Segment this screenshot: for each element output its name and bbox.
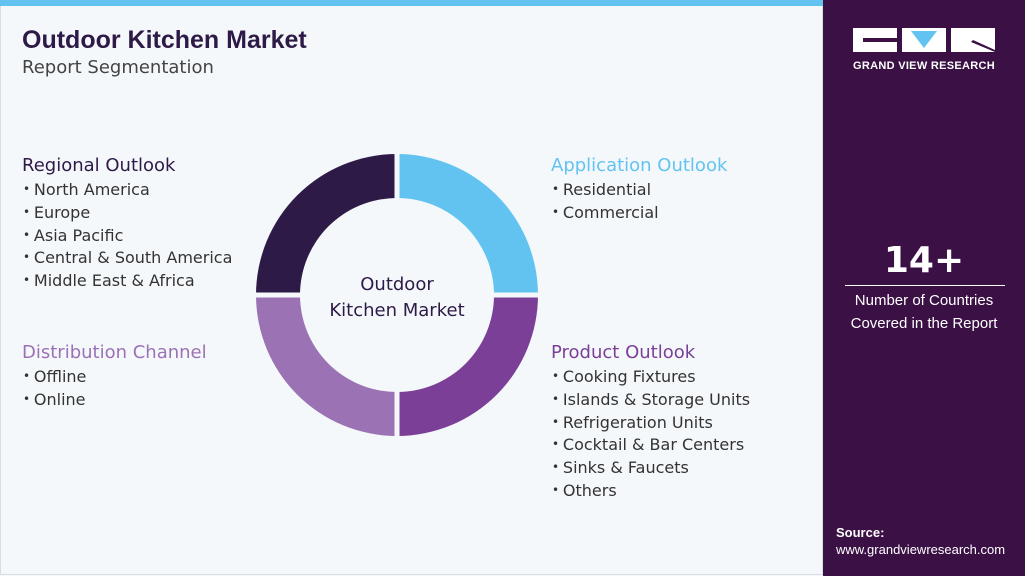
- segment-item: Online: [23, 388, 86, 412]
- segment-title: Distribution Channel: [22, 342, 207, 363]
- center-label: Kitchen Market: [329, 300, 464, 321]
- segment-item: Refrigeration Units: [552, 411, 713, 435]
- logo-text: GRAND VIEW RESEARCH: [853, 60, 995, 72]
- segment-item: Residential: [552, 178, 651, 202]
- segment-item: Sinks & Faucets: [552, 456, 689, 480]
- donut: Outdoor Kitchen Market: [256, 154, 538, 436]
- ring-quadrant: [256, 154, 397, 295]
- ring-quadrant: [397, 154, 538, 295]
- segment-item: Commercial: [552, 201, 659, 225]
- logo-mark: [853, 28, 995, 52]
- segment-title: Product Outlook: [551, 342, 696, 363]
- segment-item: North America: [23, 178, 150, 202]
- segment-item: Offline: [23, 365, 87, 389]
- title: Outdoor Kitchen Market: [22, 26, 307, 54]
- ring-quadrant: [397, 295, 538, 436]
- segment-item: Middle East & Africa: [23, 269, 195, 293]
- stat-caption: Number of Countries: [854, 292, 994, 309]
- segment-item: Asia Pacific: [23, 224, 123, 248]
- top-bar: [0, 0, 823, 6]
- subtitle: Report Segmentation: [22, 57, 214, 78]
- ring-quadrant: [256, 295, 397, 436]
- source-label: Source:: [836, 525, 885, 540]
- stat: 14+: [883, 240, 965, 281]
- segment-item: Central & South America: [23, 246, 233, 270]
- center-label: Outdoor: [360, 274, 434, 295]
- segment-title: Application Outlook: [551, 155, 728, 176]
- segment-item: Cocktail & Bar Centers: [552, 433, 744, 457]
- source-url: www.grandviewresearch.com: [836, 542, 1006, 557]
- segment-item: Islands & Storage Units: [552, 388, 750, 412]
- sidebar: GRAND VIEW RESEARCH 14+ Number of Countr…: [823, 0, 1025, 576]
- segment-item: Others: [552, 479, 617, 503]
- stat-caption: Covered in the Report: [850, 315, 998, 332]
- divider: [845, 285, 1005, 286]
- segment-title: Regional Outlook: [22, 155, 176, 176]
- panel-border: [0, 6, 823, 575]
- segment-item: Cooking Fixtures: [552, 365, 696, 389]
- segment-item: Europe: [23, 201, 90, 225]
